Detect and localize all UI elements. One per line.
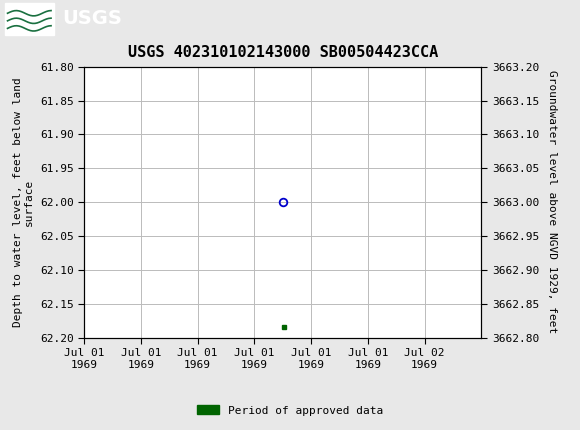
- Title: USGS 402310102143000 SB00504423CCA: USGS 402310102143000 SB00504423CCA: [128, 45, 438, 60]
- Legend: Period of approved data: Period of approved data: [193, 401, 387, 420]
- Y-axis label: Depth to water level, feet below land
surface: Depth to water level, feet below land su…: [13, 77, 34, 327]
- Text: USGS: USGS: [63, 9, 122, 28]
- Y-axis label: Groundwater level above NGVD 1929, feet: Groundwater level above NGVD 1929, feet: [548, 71, 557, 334]
- Bar: [5, 3, 54, 35]
